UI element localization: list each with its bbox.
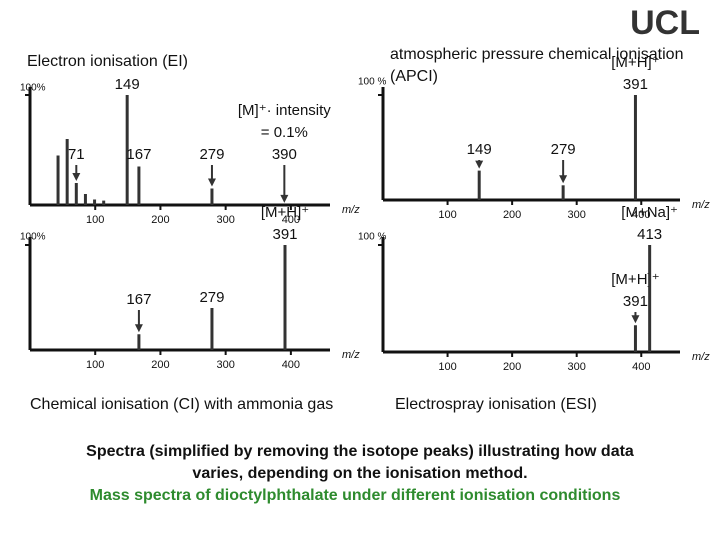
peak-label: 390 — [272, 146, 297, 163]
x-tick-label: 400 — [632, 209, 650, 221]
peak-label: 391 — [272, 226, 297, 243]
peak-label: 167 — [126, 146, 151, 163]
panel-title: Electron ionisation (EI) — [27, 53, 188, 70]
x-axis-label: m/z — [342, 349, 360, 361]
panel-title: Chemical ionisation (CI) with ammonia ga… — [30, 396, 333, 413]
panel-title: Electrospray ionisation (ESI) — [395, 396, 597, 413]
arrow-head — [280, 194, 289, 203]
arrow-head — [631, 315, 640, 324]
caption: Spectra (simplified by removing the isot… — [86, 443, 634, 460]
x-tick-label: 200 — [503, 209, 521, 221]
peak-note: = 0.1% — [261, 124, 308, 141]
x-tick-label: 200 — [503, 361, 521, 373]
peak-label: 71 — [68, 146, 85, 163]
arrow-head — [559, 175, 568, 184]
y-tick-label: 100% — [20, 83, 46, 94]
x-tick-label: 300 — [216, 359, 234, 371]
x-tick-label: 100 — [438, 361, 456, 373]
arrow-head — [72, 173, 81, 181]
peak-label: 149 — [467, 141, 492, 158]
peak-label: 279 — [199, 289, 224, 306]
peak-note: [M+Na]⁺ — [621, 204, 678, 221]
x-tick-label: 300 — [216, 214, 234, 226]
x-tick-label: 200 — [151, 359, 169, 371]
x-tick-label: 400 — [632, 361, 650, 373]
peak-note: [M+H]⁺ — [611, 54, 659, 71]
peak-label: 413 — [637, 226, 662, 243]
x-tick-label: 400 — [282, 359, 300, 371]
x-axis-label: m/z — [692, 199, 710, 211]
y-tick-label: 100% — [20, 232, 46, 243]
x-tick-label: 300 — [568, 361, 586, 373]
panel-title: (APCI) — [390, 68, 438, 85]
logo: UCL — [630, 4, 700, 42]
peak-note: [M+H]⁺ — [611, 271, 659, 288]
peak-note: [M+H]⁺ — [261, 204, 309, 221]
peak-label: 279 — [199, 146, 224, 163]
x-tick-label: 400 — [282, 214, 300, 226]
peak-label: 279 — [551, 141, 576, 158]
peak-label: 391 — [623, 76, 648, 93]
y-tick-label: 100 % — [358, 232, 386, 243]
x-tick-label: 300 — [568, 209, 586, 221]
x-tick-label: 100 — [86, 214, 104, 226]
arrow-head — [134, 324, 143, 333]
peak-label: 167 — [126, 291, 151, 308]
caption: Mass spectra of dioctylphthalate under d… — [90, 487, 621, 504]
x-axis-label: m/z — [692, 351, 710, 363]
x-tick-label: 100 — [438, 209, 456, 221]
x-tick-label: 100 — [86, 359, 104, 371]
arrow-head — [475, 160, 484, 169]
peak-label: 391 — [623, 293, 648, 310]
peak-note: [M]⁺· intensity — [238, 102, 331, 119]
caption: varies, depending on the ionisation meth… — [192, 465, 527, 482]
panel-title: atmospheric pressure chemical ionisation — [390, 46, 683, 63]
x-axis-label: m/z — [342, 204, 360, 216]
x-tick-label: 200 — [151, 214, 169, 226]
arrow-head — [207, 178, 216, 187]
y-tick-label: 100 % — [358, 77, 386, 88]
peak-label: 149 — [115, 76, 140, 93]
